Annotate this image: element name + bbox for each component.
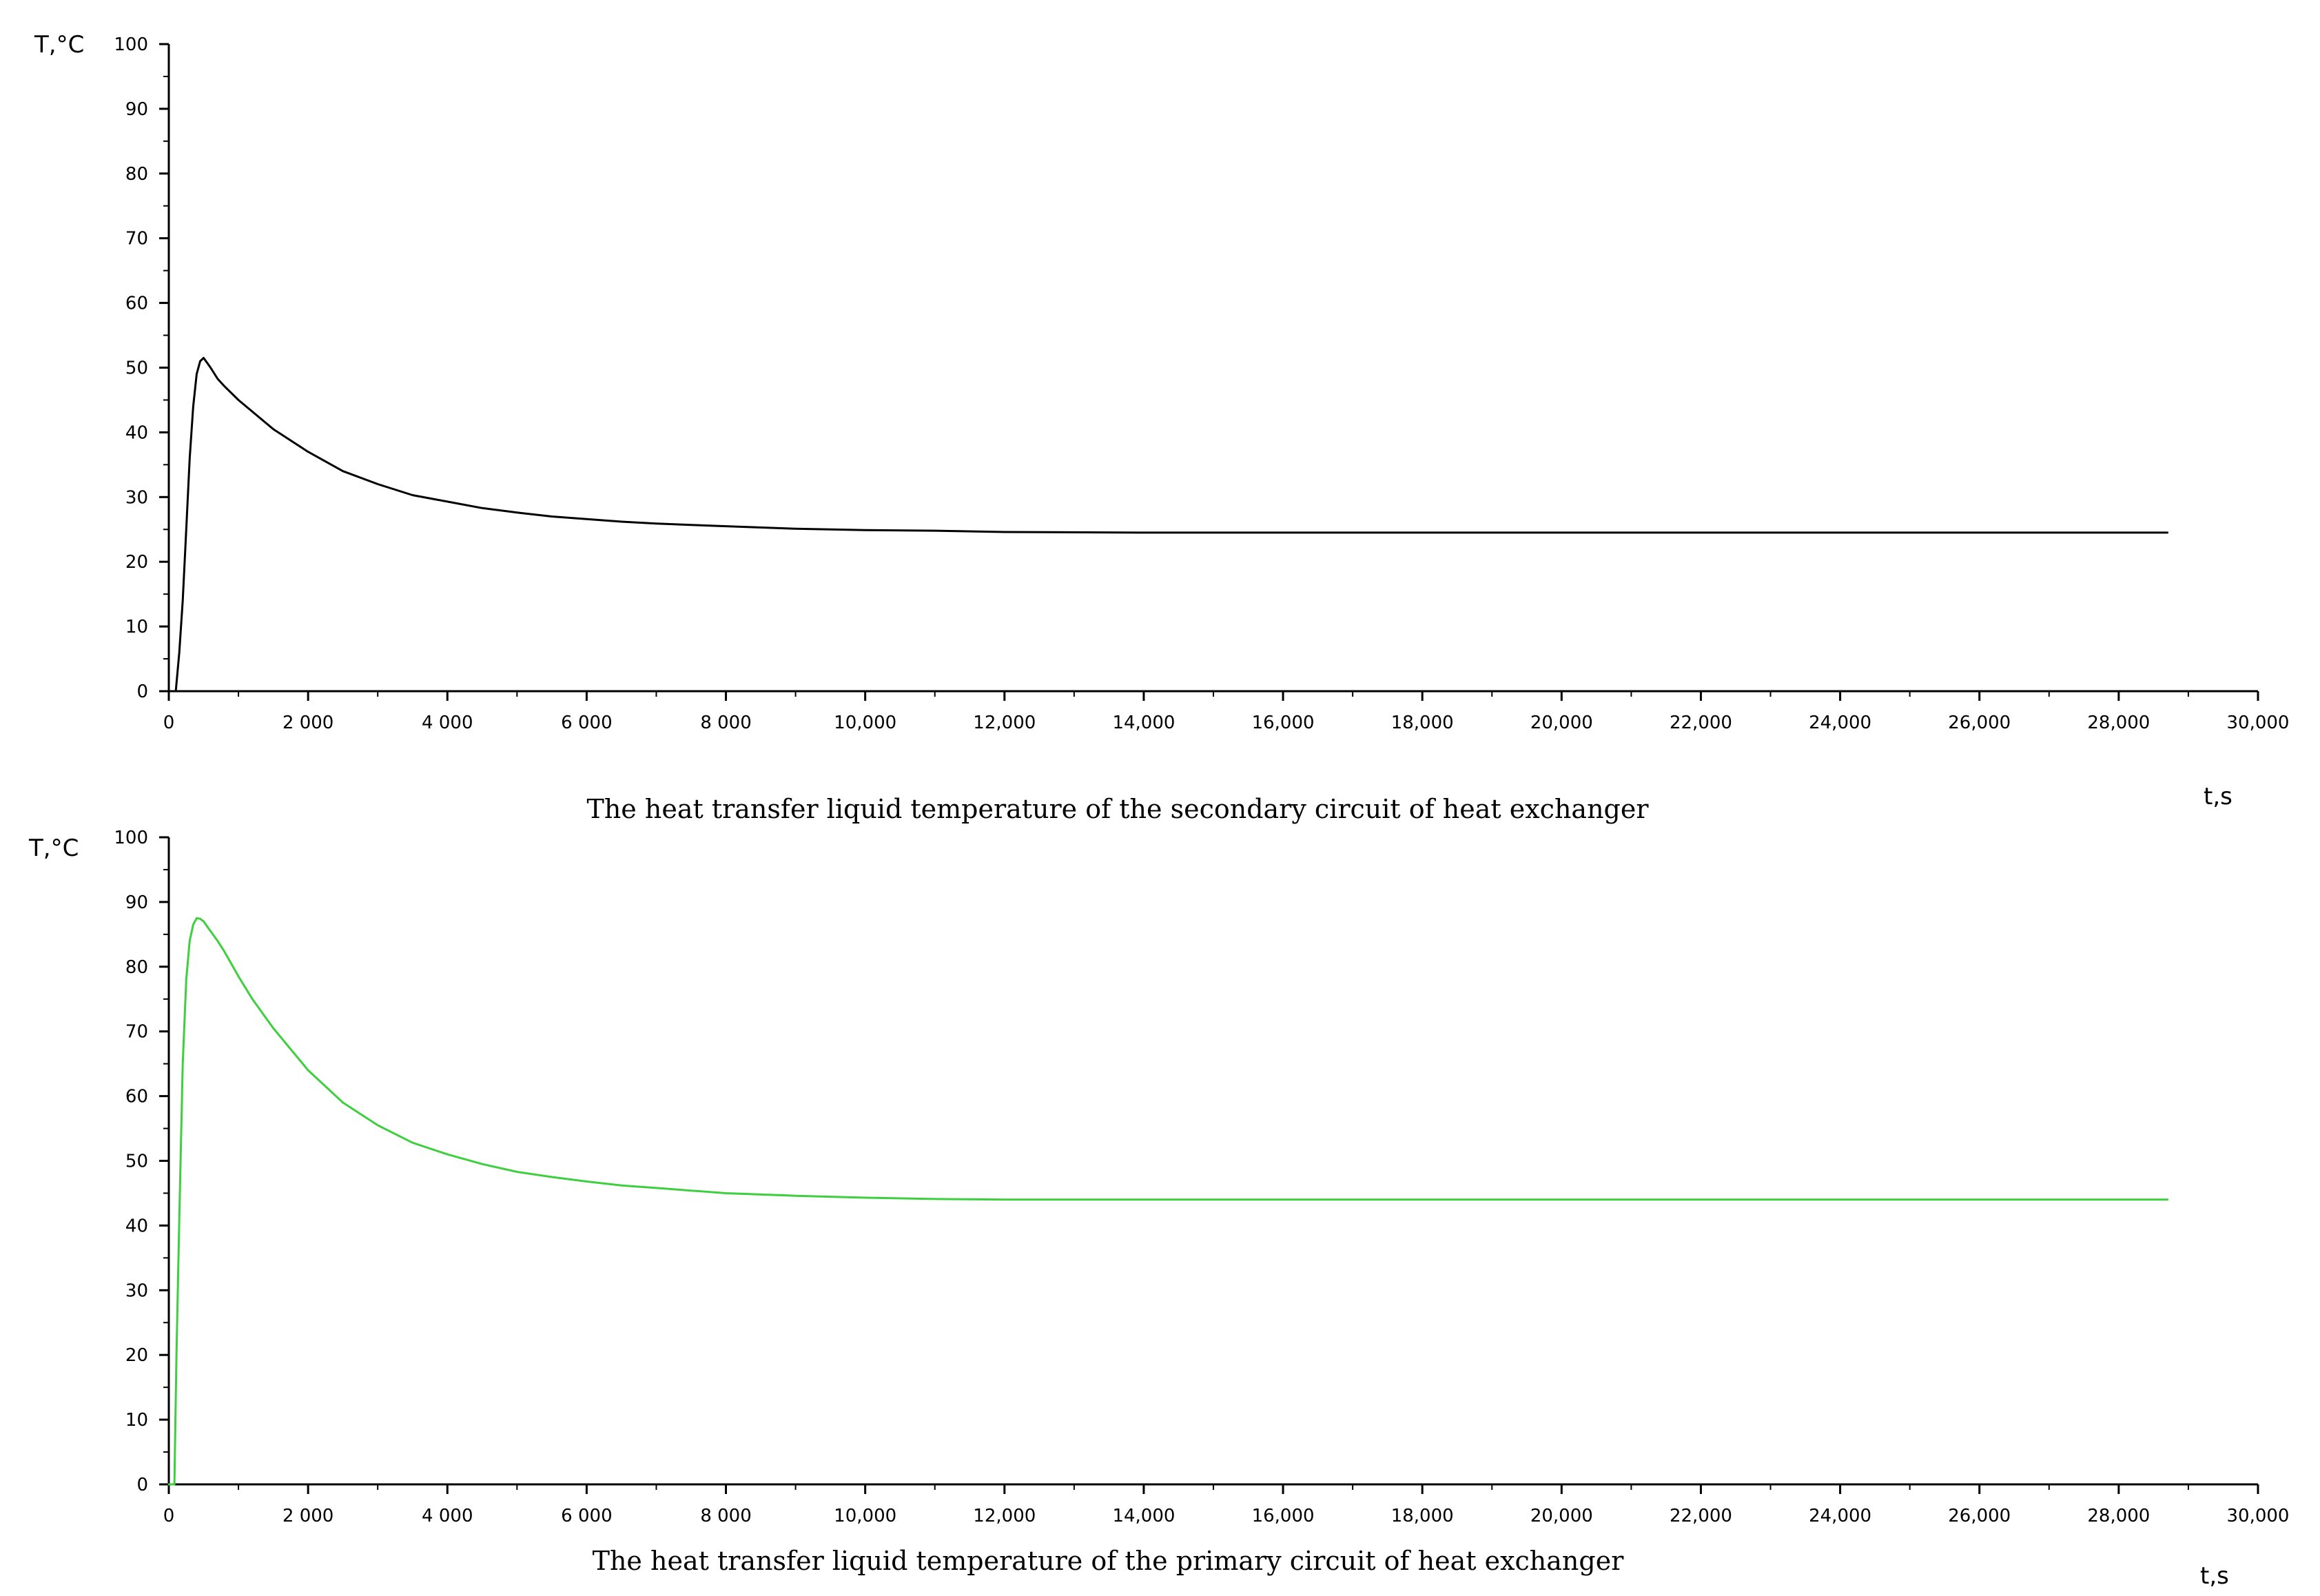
y-tick-label: 70: [125, 1022, 148, 1043]
y-tick-label: 80: [125, 164, 148, 185]
x-tick-label: 30,000: [2227, 1506, 2290, 1526]
x-ticks-primary: 0 2 000 4 000 6 000 8 000 10,000 12,000 14,000 1…: [163, 1484, 2290, 1526]
axes-secondary: [167, 44, 2258, 693]
x-tick-label: 26,000: [1948, 713, 2011, 733]
x-tick-label: 0: [163, 1506, 175, 1526]
chart-caption-primary: The heat transfer liquid temperature of …: [593, 1546, 1625, 1576]
y-tick-label: 0: [136, 682, 148, 702]
y-tick-label: 70: [125, 229, 148, 249]
x-axis-label: t,s: [2204, 783, 2232, 810]
axes-primary: [167, 837, 2258, 1486]
series-line: [167, 917, 2169, 1486]
y-tick-label: 50: [125, 358, 148, 379]
x-tick-label: 0: [163, 713, 175, 733]
x-tick-label: 22,000: [1670, 1506, 1732, 1526]
x-tick-label: 14,000: [1112, 1506, 1175, 1526]
x-tick-label: 10,000: [834, 1506, 896, 1526]
x-tick-label: 8 000: [700, 1506, 751, 1526]
y-tick-label: 60: [125, 1087, 148, 1107]
x-tick-label: 2 000: [283, 1506, 333, 1526]
chart-primary-circuit: 0 10 20 30 40 50 60 70 80 90 100 0 2 000 4 000 6 000 8…: [28, 828, 2289, 1590]
x-tick-label: 4 000: [422, 1506, 473, 1526]
x-tick-label: 18,000: [1391, 713, 1454, 733]
x-tick-label: 10,000: [834, 713, 896, 733]
y-tick-label: 20: [125, 1345, 148, 1366]
y-tick-label: 40: [125, 1216, 148, 1236]
x-tick-label: 28,000: [2087, 713, 2150, 733]
x-tick-label: 2 000: [283, 713, 333, 733]
x-tick-label: 26,000: [1948, 1506, 2011, 1526]
x-ticks-secondary: 0 2 000 4 000 6 000 8 000 10,000 12,000 14,000 1…: [163, 691, 2290, 733]
x-axis-label: t,s: [2200, 1562, 2229, 1590]
x-tick-label: 18,000: [1391, 1506, 1454, 1526]
y-tick-label: 30: [125, 487, 148, 508]
x-tick-label: 20,000: [1530, 1506, 1593, 1526]
y-tick-label: 0: [136, 1475, 148, 1495]
chart-caption-secondary: The heat transfer liquid temperature of …: [586, 794, 1649, 824]
x-tick-label: 28,000: [2087, 1506, 2150, 1526]
x-tick-label: 6 000: [561, 1506, 612, 1526]
x-tick-label: 6 000: [561, 713, 612, 733]
series-line: [167, 356, 2169, 693]
y-tick-label: 80: [125, 957, 148, 978]
x-tick-label: 8 000: [700, 713, 751, 733]
x-tick-label: 24,000: [1809, 1506, 1871, 1526]
y-tick-label: 40: [125, 422, 148, 443]
x-tick-label: 30,000: [2227, 713, 2290, 733]
x-tick-label: 20,000: [1530, 713, 1593, 733]
x-tick-label: 12,000: [973, 713, 1036, 733]
y-axis-label: T,°C: [34, 31, 84, 59]
y-tick-label: 60: [125, 294, 148, 314]
y-ticks-primary: 0 10 20 30 40 50 60 70 80 90 100: [114, 828, 169, 1495]
x-tick-label: 14,000: [1112, 713, 1175, 733]
y-tick-label: 50: [125, 1152, 148, 1172]
y-tick-label: 20: [125, 552, 148, 573]
x-tick-label: 12,000: [973, 1506, 1036, 1526]
y-tick-label: 100: [114, 828, 148, 848]
y-tick-label: 100: [114, 34, 148, 55]
x-tick-label: 24,000: [1809, 713, 1871, 733]
y-tick-label: 90: [125, 892, 148, 913]
y-tick-label: 10: [125, 1410, 148, 1431]
series-primary: [167, 917, 2169, 1486]
y-axis-label: T,°C: [28, 835, 79, 862]
chart-secondary-circuit: 0 10 20 30 40 50 60 70 80 90 100 0 2 000 4 000 6 000 8…: [34, 31, 2289, 824]
y-tick-label: 90: [125, 99, 148, 120]
x-tick-label: 4 000: [422, 713, 473, 733]
y-tick-label: 10: [125, 617, 148, 637]
x-tick-label: 16,000: [1252, 713, 1315, 733]
x-tick-label: 22,000: [1670, 713, 1732, 733]
x-tick-label: 16,000: [1252, 1506, 1315, 1526]
series-secondary: [167, 356, 2169, 693]
y-ticks-secondary: 0 10 20 30 40 50 60 70 80 90 100: [114, 34, 169, 702]
y-tick-label: 30: [125, 1280, 148, 1301]
